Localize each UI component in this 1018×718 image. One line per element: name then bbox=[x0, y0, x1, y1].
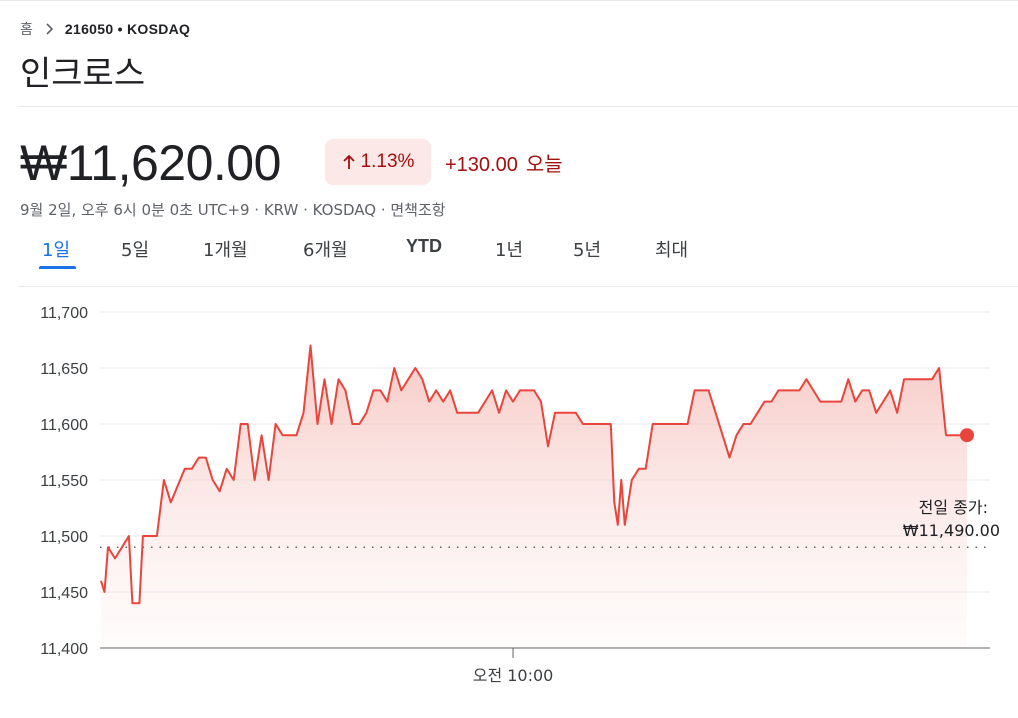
percent-change-badge: 1.13% bbox=[325, 139, 431, 185]
y-tick-label: 11,550 bbox=[40, 473, 88, 490]
x-axis-ticks: 오전 10:00오후 12:00오후 2:00 bbox=[473, 648, 554, 685]
tab-1y[interactable]: 1년 bbox=[495, 240, 524, 261]
chevron-right-icon bbox=[46, 23, 54, 35]
quote-meta: 9월 2일, 오후 6시 0분 0초 UTC+9 · KRW · KOSDAQ … bbox=[20, 201, 446, 219]
previous-close-value: ₩11,490.00 bbox=[903, 521, 1000, 540]
x-tick-label: 오전 10:00 bbox=[473, 666, 554, 685]
tab-5d[interactable]: 5일 bbox=[121, 240, 150, 261]
y-tick-label: 11,600 bbox=[40, 417, 88, 434]
y-axis-labels: 11,700 11,650 11,600 11,550 11,500 11,450 11,4… bbox=[40, 305, 88, 658]
y-tick-label: 11,700 bbox=[40, 305, 88, 322]
arrow-up-icon bbox=[342, 154, 355, 169]
tab-6m[interactable]: 6개월 bbox=[303, 240, 348, 261]
y-tick-label: 11,400 bbox=[40, 641, 88, 658]
tab-1m[interactable]: 1개월 bbox=[203, 240, 248, 261]
last-price-dot bbox=[960, 428, 974, 443]
breadcrumb: 홈 216050 • KOSDAQ bbox=[20, 18, 190, 40]
chart-separator bbox=[18, 286, 1018, 287]
y-tick-label: 11,450 bbox=[40, 585, 88, 602]
breadcrumb-home[interactable]: 홈 bbox=[20, 22, 33, 38]
y-tick-label: 11,500 bbox=[40, 529, 88, 546]
price-change-period: 오늘 bbox=[525, 152, 563, 176]
percent-change: 1.13% bbox=[360, 151, 415, 172]
price-area-fill bbox=[101, 345, 967, 648]
current-price: ₩11,620.00 bbox=[20, 135, 281, 191]
active-tab-indicator bbox=[39, 266, 76, 269]
y-tick-label: 11,650 bbox=[40, 361, 88, 378]
price-chart[interactable]: 11,700 11,650 11,600 11,550 11,500 11,450 11,4… bbox=[0, 290, 1018, 715]
breadcrumb-symbol: 216050 • KOSDAQ bbox=[64, 21, 191, 37]
price-line bbox=[100, 344, 967, 605]
tab-5y[interactable]: 5년 bbox=[573, 240, 602, 261]
page-title: 인크로스 bbox=[20, 54, 146, 94]
price-change-value: +130.00 bbox=[445, 154, 518, 176]
top-border bbox=[0, 0, 1018, 1]
previous-close-label: 전일 종가: bbox=[919, 498, 988, 517]
tab-ytd[interactable]: YTD bbox=[406, 236, 442, 256]
price-change: +130.00 오늘 bbox=[445, 148, 563, 177]
tab-1d[interactable]: 1일 bbox=[42, 240, 71, 261]
tab-max[interactable]: 최대 bbox=[655, 240, 689, 261]
divider bbox=[18, 106, 1018, 107]
